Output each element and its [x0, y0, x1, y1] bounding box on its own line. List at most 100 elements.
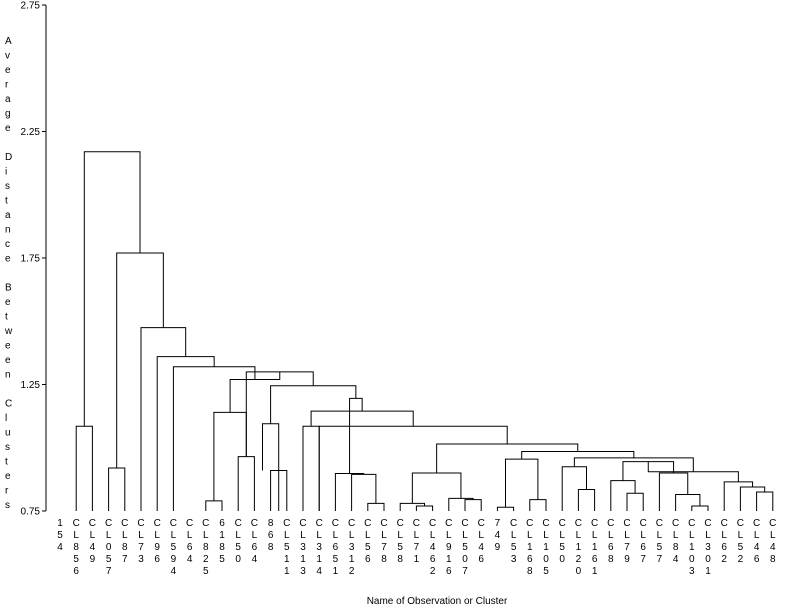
- leaf-label-char: 1: [592, 566, 598, 577]
- leaf-label-char: 5: [73, 554, 79, 565]
- y-label-letter: n: [5, 225, 11, 236]
- leaf-label-char: L: [527, 530, 533, 541]
- leaf-label-char: C: [89, 518, 96, 529]
- leaf-label-char: 4: [57, 542, 63, 553]
- merge-link: [675, 494, 701, 511]
- leaf-label-char: 1: [689, 542, 695, 553]
- leaf-label-char: 9: [495, 542, 501, 553]
- leaf-label-char: 6: [592, 554, 598, 565]
- leaf-label-char: C: [704, 518, 711, 529]
- leaf-label-char: 1: [543, 542, 549, 553]
- merge-link: [116, 252, 164, 468]
- y-label-letter: s: [5, 500, 10, 511]
- leaf-label-char: 5: [219, 554, 225, 565]
- leaf-label-char: L: [576, 530, 582, 541]
- leaf-label-char: C: [348, 518, 355, 529]
- leaf-label-char: 0: [543, 554, 549, 565]
- leaf-label-char: 6: [187, 542, 193, 553]
- leaf-label-char: 1: [705, 566, 711, 577]
- leaf-label-char: L: [171, 530, 177, 541]
- leaf-label-char: 1: [349, 554, 355, 565]
- leaf-label-char: 8: [397, 554, 403, 565]
- leaf-label-char: C: [332, 518, 339, 529]
- leaf-label-char: L: [738, 530, 744, 541]
- leaf-label-char: 6: [252, 542, 258, 553]
- leaf-label-char: L: [316, 530, 322, 541]
- leaf-label-char: C: [575, 518, 582, 529]
- leaf-label-char: 5: [511, 542, 517, 553]
- leaf-label-char: C: [526, 518, 533, 529]
- leaf-label-char: C: [121, 518, 128, 529]
- leaf-label-char: 4: [770, 542, 776, 553]
- leaf-label-char: L: [300, 530, 306, 541]
- leaf-label-char: C: [461, 518, 468, 529]
- leaf-label-char: 2: [576, 554, 582, 565]
- leaf-label-char: L: [673, 530, 679, 541]
- leaf-label-char: 3: [705, 542, 711, 553]
- merge-link: [626, 492, 644, 511]
- leaf-label-char: 5: [106, 554, 112, 565]
- leaf-label-char: C: [105, 518, 112, 529]
- merge-link: [83, 151, 141, 427]
- leaf-label-char: 8: [203, 542, 209, 553]
- leaf-label-char: 1: [576, 542, 582, 553]
- merge-link: [448, 497, 474, 511]
- merge-link: [108, 467, 126, 511]
- leaf-label-char: 4: [478, 542, 484, 553]
- leaf-label-char: 6: [268, 530, 274, 541]
- y-label-letter: v: [5, 51, 10, 62]
- leaf-label-char: 6: [754, 554, 760, 565]
- leaf-label-char: 5: [203, 566, 209, 577]
- leaf-label-char: C: [656, 518, 663, 529]
- leaf-label-char: 8: [122, 542, 128, 553]
- x-axis-label: Name of Observation or Cluster: [367, 596, 508, 605]
- leaf-label-char: C: [316, 518, 323, 529]
- leaf-label-char: L: [721, 530, 727, 541]
- leaf-label-char: 1: [300, 554, 306, 565]
- leaf-label-char: 8: [673, 542, 679, 553]
- y-label-letter: g: [5, 109, 11, 120]
- leaf-label-char: C: [737, 518, 744, 529]
- leaf-label-char: C: [397, 518, 404, 529]
- y-label-letter: i: [5, 167, 7, 178]
- leaf-label-char: 6: [721, 542, 727, 553]
- leaf-label-char: 3: [138, 554, 144, 565]
- leaf-labels: 154CL856CL49CL057CL87CL73CL96CL594CL64CL…: [57, 518, 776, 577]
- merge-link: [756, 491, 774, 511]
- leaf-label-char: L: [559, 530, 565, 541]
- leaf-label-char: L: [90, 530, 96, 541]
- leaf-label-char: 7: [122, 554, 128, 565]
- leaf-label-char: C: [607, 518, 614, 529]
- merge-link: [496, 506, 515, 511]
- leaf-label-char: C: [688, 518, 695, 529]
- y-label-letter: r: [5, 80, 9, 91]
- leaf-label-char: L: [657, 530, 663, 541]
- leaf-label-char: L: [705, 530, 711, 541]
- leaf-label-char: L: [284, 530, 290, 541]
- leaf-label-char: C: [364, 518, 371, 529]
- merge-link: [610, 480, 636, 511]
- leaf-label-char: 1: [284, 566, 290, 577]
- leaf-label-char: 0: [235, 554, 241, 565]
- leaf-label-char: L: [138, 530, 144, 541]
- merge-link: [561, 466, 587, 511]
- leaf-label-char: 1: [219, 530, 225, 541]
- y-label-letter: s: [5, 442, 10, 453]
- leaf-label: 868: [268, 518, 274, 553]
- leaf-label-char: L: [365, 530, 371, 541]
- leaf-label-char: 6: [640, 542, 646, 553]
- leaf-label-char: 5: [57, 530, 63, 541]
- leaf-label-char: 7: [414, 542, 420, 553]
